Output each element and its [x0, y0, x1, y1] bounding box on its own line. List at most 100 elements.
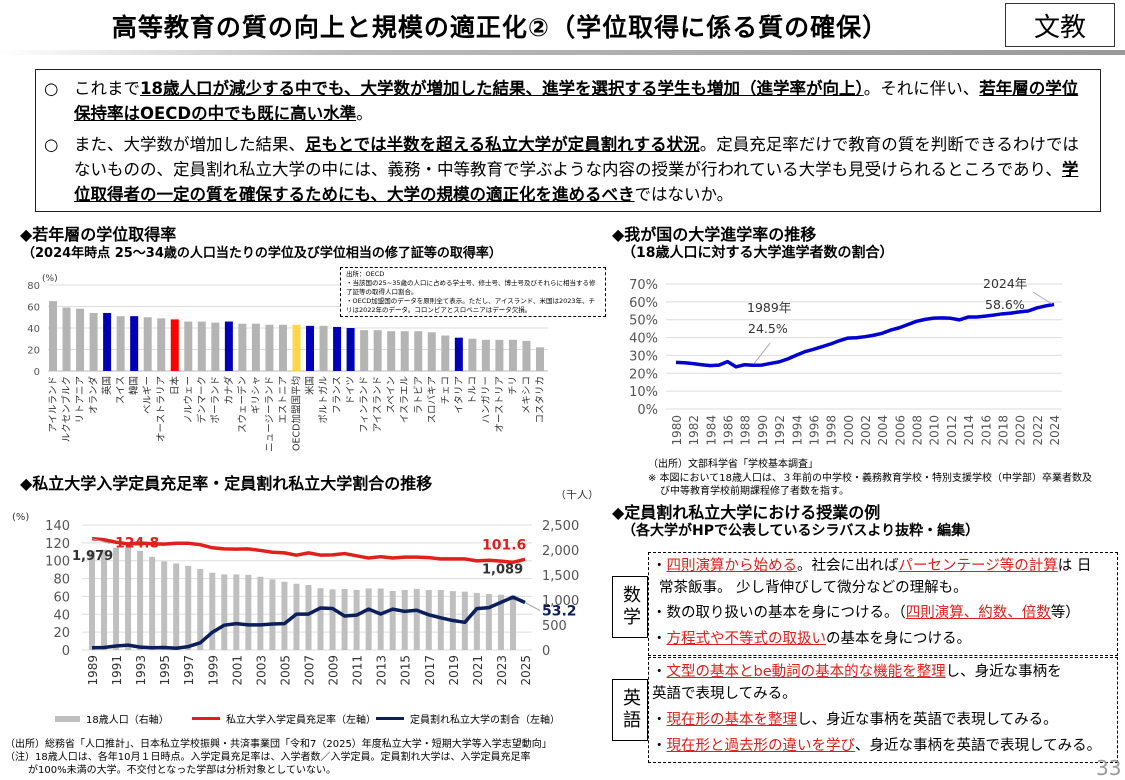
emphasis-text: 足もとでは半数を超える私立大学が定員割れする状況	[305, 135, 700, 154]
emphasis-text: 若年層の学位保持率はOECDの中でも既に高い水準	[74, 79, 1079, 123]
chart-note-box: 出所：OECD ・当該国の25~35歳の人口に占める学士号、修士号、博士号及びそ…	[340, 267, 606, 317]
highlighted-text: 文型の基本とbe動詞の基本的な機能を整理	[666, 664, 946, 680]
example-item: ・方程式や不等式の取扱いの基本を身につける。	[652, 628, 1092, 650]
section-subheading: （18歳人口に対する大学進学者数の割合）	[622, 245, 894, 261]
population-bar	[113, 547, 120, 650]
x-tick-label: 2010	[928, 415, 942, 446]
summary-paragraph: ○ また、大学数が増加した結果、足もとでは半数を超える私立大学が定員割れする状況。…	[44, 132, 1090, 207]
subject-label-english: 英語	[612, 679, 648, 741]
population-bar	[281, 581, 288, 650]
right-y-tick-label: 0	[542, 644, 550, 659]
population-bar	[269, 579, 276, 650]
x-tick-label: 2000	[842, 415, 856, 446]
math-example-list: ・四則演算から始める。社会に出ればパーセンテージ等の計算は 日常茶飯事。 少し背…	[652, 555, 1092, 650]
x-tick-label: アイスランド	[373, 376, 384, 432]
body-text: し、身近な事柄を英語で表現してみる。	[797, 712, 1058, 728]
bar-オランダ	[89, 312, 98, 371]
x-tick-label: 2013	[375, 655, 389, 686]
y-tick-label: 10%	[629, 385, 658, 400]
y-tick-label: 40%	[629, 332, 658, 347]
bar-フィンランド	[360, 330, 369, 371]
summary-paragraph: ○ これまで18歳人口が減少する中でも、大学数が増加した結果、進学を選択する学生も…	[44, 76, 1090, 126]
x-tick-label: 2005	[278, 655, 292, 686]
x-tick-label: エストニア	[278, 376, 289, 424]
annotation-value: 24.5%	[748, 321, 788, 336]
x-tick-label: 1990	[756, 415, 770, 446]
body-text: 。	[356, 104, 373, 123]
x-tick-label: 2020	[1014, 415, 1028, 446]
bar-ドイツ	[346, 328, 355, 371]
legend-swatch-fill-rate	[192, 717, 220, 720]
population-bar	[329, 589, 336, 650]
right-axis-unit: （千人）	[555, 490, 599, 501]
legend-item: 定員割れ私立大学の割合（左軸）	[376, 711, 560, 726]
bar-ラトビア	[414, 331, 423, 371]
left-y-tick-label: 80	[53, 573, 70, 588]
bar-チェコ	[441, 335, 450, 371]
bullet-icon: ○	[44, 79, 59, 98]
x-tick-label: 2009	[327, 655, 341, 686]
annotation-year: 1989年	[747, 300, 791, 315]
body-text: ・	[652, 664, 667, 680]
x-tick-label: 2021	[471, 655, 485, 686]
label-leader	[524, 602, 541, 611]
bar-イスラエル	[400, 331, 409, 371]
data-label: 124.8	[115, 536, 159, 552]
population-bar	[425, 590, 432, 650]
english-examples-box	[648, 657, 1118, 763]
population-bar	[437, 589, 444, 650]
bar-チリ	[508, 339, 517, 371]
emphasis-text: 学位取得者の一定の質を確保するためにも、大学の規模の適正化を進めるべき	[74, 160, 1079, 204]
y-axis-unit: (%)	[42, 274, 58, 284]
left-y-tick-label: 140	[45, 519, 70, 534]
x-tick-label: 1984	[704, 415, 718, 446]
bar-韓国	[130, 316, 139, 371]
data-label: 1,979	[72, 549, 113, 564]
legend-label: 定員割れ私立大学の割合（左軸）	[410, 715, 560, 726]
x-tick-label: コスタリカ	[535, 376, 546, 424]
population-bar	[89, 551, 95, 650]
x-tick-label: ルクセンブルク	[61, 376, 73, 442]
bar-ポーランド	[211, 322, 220, 371]
x-tick-label: 2023	[495, 655, 509, 686]
bar-リトアニア	[76, 308, 85, 371]
bar-スペイン	[387, 331, 396, 371]
x-tick-label: ドイツ	[346, 376, 357, 405]
right-y-tick-label: 500	[542, 619, 567, 634]
bar-ベルギー	[143, 317, 152, 371]
y-tick-label: 20	[27, 346, 40, 357]
right-y-tick-label: 1,000	[542, 594, 579, 609]
body-text: ・	[652, 558, 667, 574]
x-tick-label: 2008	[911, 415, 925, 446]
population-bar	[233, 574, 240, 650]
x-tick-label: オーストラリア	[156, 376, 167, 442]
x-tick-label: 2018	[996, 415, 1010, 446]
chart-note: ※ 本図において18歳人口は、３年前の中学校・義務教育学校・特別支援学校（中学部…	[648, 473, 1092, 497]
english-example-list: ・文型の基本とbe動詞の基本的な機能を整理し、身近な事柄を 英語で表現してみる。…	[652, 661, 1101, 757]
bar-オーストラリア	[157, 318, 166, 371]
bar-エストニア	[278, 324, 287, 371]
x-tick-label: 1986	[722, 415, 736, 446]
population-bar	[125, 547, 132, 650]
x-tick-label: 2016	[979, 415, 993, 446]
page-number: 33	[1096, 756, 1122, 780]
data-label: 101.6	[482, 537, 526, 553]
ministry-tag: 文教	[1005, 3, 1115, 47]
x-tick-label: 1993	[134, 655, 148, 686]
annotation-year: 2024年	[983, 276, 1027, 291]
x-tick-label: 2004	[876, 415, 890, 446]
x-tick-label: 2011	[351, 655, 365, 686]
x-tick-label: メキシコ	[521, 376, 532, 414]
legend-label: 私立大学入学定員充足率（左軸）	[226, 715, 376, 726]
left-y-tick-label: 20	[53, 626, 70, 641]
chart-note: （注）18歳人口は、各年10月１日時点。入学定員充足率は、入学者数／入学定員。定…	[5, 752, 531, 776]
highlighted-text: 四則演算から始める	[666, 558, 798, 574]
x-tick-label: イタリア	[454, 376, 465, 414]
body-text: 、身近な事柄を英語で表現してみる。	[855, 738, 1102, 754]
x-tick-label: 2001	[230, 655, 244, 686]
bar-ポルトガル	[319, 325, 328, 371]
population-bar	[377, 588, 384, 650]
x-tick-label: ラトビア	[413, 376, 424, 414]
bar-米国	[306, 325, 315, 371]
degree-rate-bar-chart: 0 20 40 60 80(%) アイルランド ルクセンブルク リトアニア オランダ 英国 スイス韓…	[27, 274, 548, 452]
